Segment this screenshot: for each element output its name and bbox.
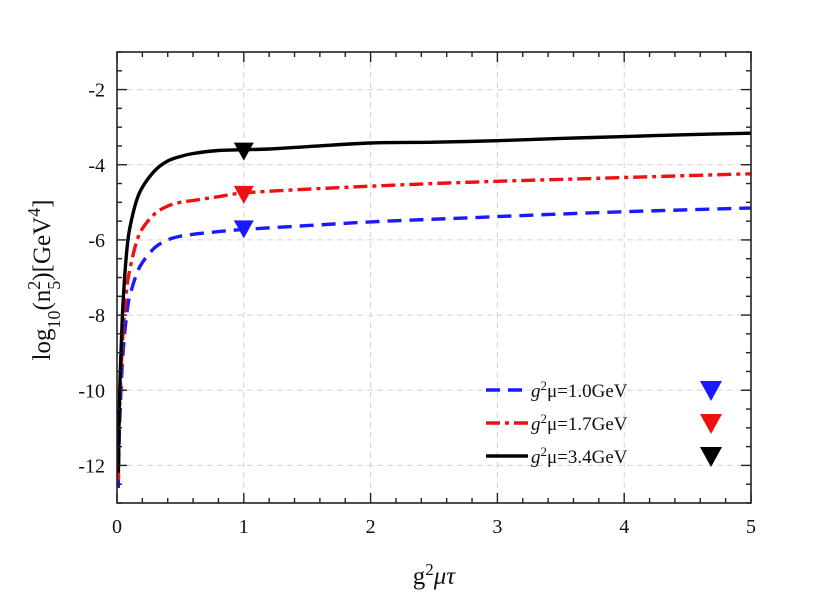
x-tick-label: 0 [112,516,122,538]
series-line-1 [118,208,751,488]
marker-layer [233,142,254,239]
y-axis-label: log10(n52)[GeV4] [24,200,64,361]
legend-marker-3 [700,447,722,467]
legend-entry-1: g2μ=1.0GeV [486,378,722,403]
y-tick-label: -4 [88,155,105,177]
y-tick-label: -2 [88,80,105,102]
x-tick-label: 3 [492,516,502,538]
legend-entry-3: g2μ=3.4GeV [486,444,722,469]
plot-frame [116,51,752,504]
y-tick-labels: -12 -10 -8 -6 -4 -2 [78,80,105,478]
grid-layer [117,52,751,503]
x-tick-label: 2 [366,516,376,538]
x-tick-labels: 0 1 2 3 4 5 [112,516,756,538]
tick-layer [116,51,752,504]
data-marker-3 [233,142,254,161]
series-line-2 [118,174,751,481]
legend-label-2: g2μ=1.7GeV [531,411,628,436]
y-tick-label: -10 [78,380,105,402]
series-line-3 [118,133,751,473]
legend-label-1: g2μ=1.0GeV [531,378,628,403]
legend: g2μ=1.0GeV g2μ=1.7GeV g2μ=3.4GeV [486,378,722,469]
series-layer [118,133,751,488]
legend-marker-2 [700,414,722,434]
data-marker-1 [233,220,254,239]
legend-entry-2: g2μ=1.7GeV [486,411,722,436]
x-tick-label: 1 [239,516,249,538]
x-axis-label: g2μτ [413,560,457,591]
data-marker-2 [233,185,254,204]
y-tick-label: -8 [88,305,105,327]
y-tick-label: -6 [88,230,105,252]
legend-marker-1 [700,381,722,401]
y-tick-label: -12 [78,455,105,477]
x-tick-label: 5 [746,516,756,538]
legend-label-3: g2μ=3.4GeV [531,444,628,469]
x-tick-label: 4 [619,516,629,538]
